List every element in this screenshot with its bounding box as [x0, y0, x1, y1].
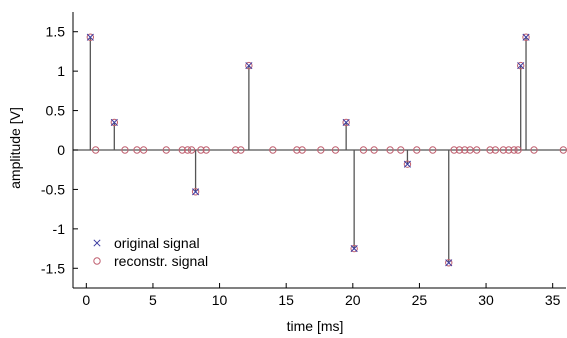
reconstructed-point — [486, 146, 494, 154]
legend-circle-icon — [93, 257, 101, 265]
cross-stroke — [350, 245, 358, 253]
reconstructed-point — [522, 33, 530, 41]
x-tick-label: 5 — [149, 292, 157, 308]
x-tick-label: 20 — [345, 292, 361, 308]
reconstructed-point — [445, 259, 453, 267]
x-tick-label: 35 — [545, 292, 561, 308]
reconstructed-point — [370, 146, 378, 154]
reconstructed-point — [202, 146, 210, 154]
reconstructed-point — [237, 146, 245, 154]
reconstructed-point — [91, 146, 100, 154]
reconstructed-point — [505, 146, 513, 154]
x-tick-label: 30 — [478, 292, 494, 308]
legend-label-original: original signal — [114, 235, 200, 251]
original-point — [350, 245, 358, 253]
reconstructed-point — [429, 146, 437, 154]
reconstructed-point — [350, 244, 358, 253]
reconstructed-point — [455, 146, 464, 154]
reconstructed-point — [530, 146, 538, 154]
x-tick-label: 0 — [82, 292, 90, 308]
reconstructed-point — [183, 146, 192, 154]
original-point — [86, 33, 94, 41]
cross-stroke — [445, 259, 453, 267]
reconstructed-point — [473, 146, 481, 154]
original-point — [342, 118, 350, 126]
reconstructed-point — [197, 146, 205, 154]
stems-layer — [73, 37, 566, 263]
y-axis-label: amplitude [V] — [7, 107, 23, 189]
reconstructed-point — [331, 146, 340, 154]
y-tick-label: -0.5 — [41, 181, 65, 197]
reconstructed-point — [110, 118, 119, 127]
original-point — [517, 62, 525, 70]
reconstructed-point — [86, 33, 95, 41]
reconstructed-point — [450, 146, 458, 154]
y-tick-label: -1 — [53, 221, 66, 237]
original-point — [110, 118, 118, 126]
reconstructed-point — [245, 61, 253, 70]
legend-label-reconstructed: reconstr. signal — [114, 253, 208, 269]
cross-stroke — [245, 62, 253, 70]
y-tick-label: 0.5 — [46, 103, 66, 119]
reconstructed-point — [359, 146, 368, 154]
reconstructed-point — [397, 146, 405, 154]
reconstructed-point — [516, 61, 525, 70]
markers-layer — [86, 33, 567, 267]
reconstructed-point — [413, 146, 421, 154]
reconstructed-point — [187, 146, 196, 154]
cross-stroke — [522, 33, 530, 41]
cross-stroke — [110, 118, 118, 126]
reconstructed-point — [121, 146, 129, 154]
legend-marker-reconstructed — [93, 257, 101, 265]
original-point — [245, 62, 253, 70]
original-point — [192, 188, 200, 196]
y-tick-label: 1.5 — [46, 24, 66, 40]
reconstructed-point — [317, 146, 325, 154]
reconstructed-point — [139, 146, 148, 154]
x-tick-label: 10 — [212, 292, 228, 308]
original-point — [445, 259, 453, 267]
cross-stroke — [93, 239, 101, 247]
reconstructed-point — [491, 146, 500, 154]
legend: original signal reconstr. signal — [93, 235, 208, 269]
reconstructed-point — [293, 146, 301, 154]
cross-stroke — [342, 118, 350, 126]
y-tick-label: 0 — [57, 142, 65, 158]
cross-stroke — [403, 160, 411, 168]
legend-marker-original — [93, 239, 101, 247]
reconstructed-point — [499, 146, 508, 154]
reconstructed-point — [269, 146, 277, 154]
reconstructed-point — [386, 146, 394, 154]
reconstructed-point — [178, 146, 186, 154]
x-axis-label: time [ms] — [287, 318, 344, 334]
original-point — [522, 33, 530, 41]
original-point — [403, 160, 411, 168]
reconstructed-point — [298, 146, 306, 154]
reconstructed-point — [162, 146, 170, 154]
cross-stroke — [517, 62, 525, 70]
reconstructed-point — [342, 118, 350, 127]
cross-stroke — [86, 33, 94, 41]
cross-stroke — [192, 188, 200, 196]
x-tick-label: 25 — [412, 292, 428, 308]
reconstructed-point — [510, 146, 518, 154]
ticks-layer: 0 5 10 15 20 25 30 35 1.5 1 0.5 0 -0.5 -1 -1.5 — [41, 24, 561, 308]
y-tick-label: -1.5 — [41, 260, 65, 276]
y-tick-label: 1 — [57, 63, 65, 79]
reconstructed-point — [461, 146, 469, 154]
x-tick-label: 15 — [278, 292, 294, 308]
reconstructed-point — [231, 146, 240, 154]
reconstructed-point — [403, 160, 412, 168]
reconstructed-point — [191, 188, 200, 196]
legend-cross-icon — [93, 239, 101, 247]
reconstructed-point — [514, 146, 522, 154]
